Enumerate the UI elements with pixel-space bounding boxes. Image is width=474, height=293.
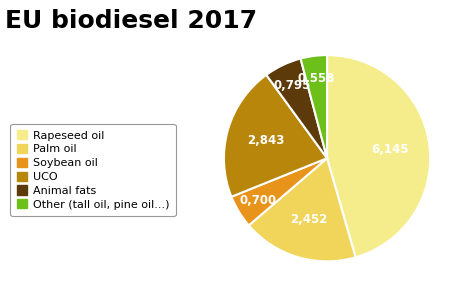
Legend: Rapeseed oil, Palm oil, Soybean oil, UCO, Animal fats, Other (tall oil, pine oil: Rapeseed oil, Palm oil, Soybean oil, UCO… [10,124,176,216]
Wedge shape [231,158,327,225]
Text: EU biodiesel 2017: EU biodiesel 2017 [5,9,257,33]
Text: 0,795: 0,795 [274,79,311,92]
Text: 0,700: 0,700 [240,193,277,207]
Text: 0,558: 0,558 [298,72,336,85]
Text: 2,452: 2,452 [290,213,328,226]
Wedge shape [249,158,356,261]
Text: 6,145: 6,145 [372,143,409,156]
Wedge shape [266,59,327,158]
Wedge shape [301,55,327,158]
Wedge shape [224,75,327,197]
Text: 2,843: 2,843 [247,134,284,147]
Wedge shape [327,55,430,257]
